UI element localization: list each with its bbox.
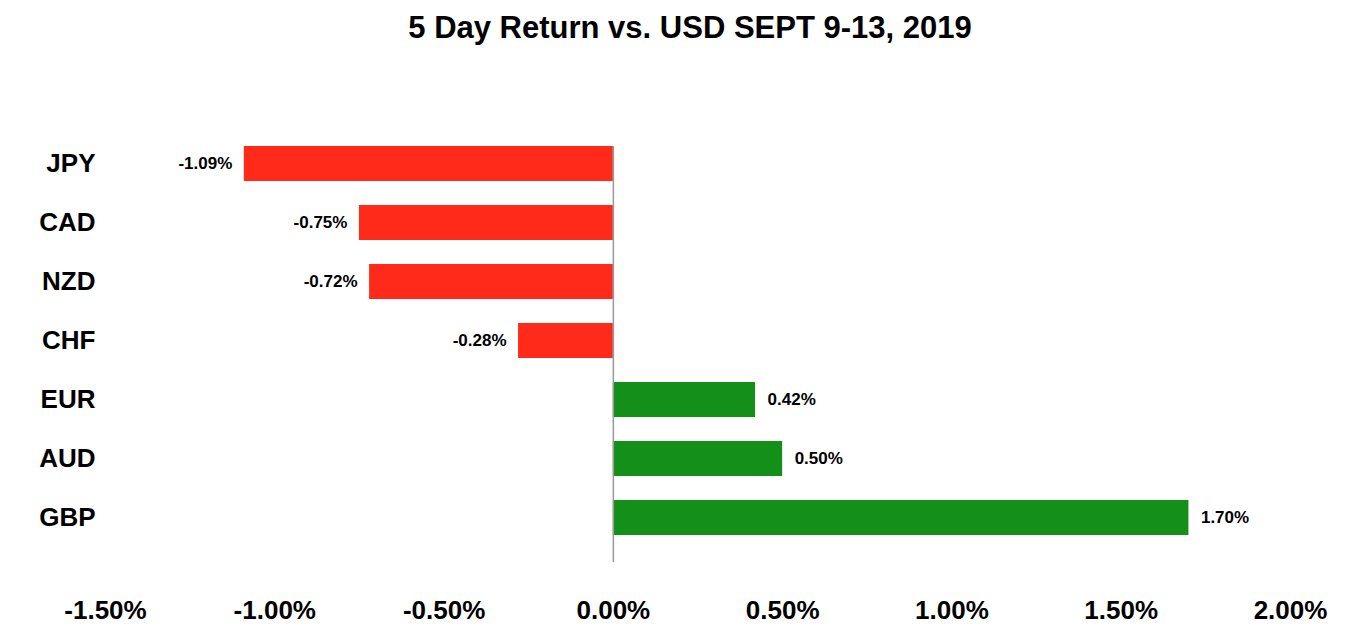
svg-text:CHF: CHF [42, 325, 95, 355]
svg-text:2.00%: 2.00% [1254, 595, 1328, 625]
html-text:5 Day Return vs. USD SEPT 9-13: 5 Day Return vs. USD SEPT 9-13, 2019 [408, 10, 972, 45]
svg-text:1.70%: 1.70% [1201, 508, 1249, 527]
svg-text:-0.28%: -0.28% [453, 331, 507, 350]
svg-text:0.50%: 0.50% [746, 595, 820, 625]
svg-text:1.00%: 1.00% [915, 595, 989, 625]
svg-text:0.00%: 0.00% [576, 595, 650, 625]
svg-text:JPY: JPY [46, 148, 95, 178]
svg-text:EUR: EUR [41, 384, 96, 414]
svg-text:AUD: AUD [39, 443, 95, 473]
svg-text:-1.09%: -1.09% [178, 154, 232, 173]
svg-text:-0.50%: -0.50% [403, 595, 485, 625]
svg-text:NZD: NZD [42, 266, 95, 296]
svg-text:-0.72%: -0.72% [304, 272, 358, 291]
svg-text:0.50%: 0.50% [795, 449, 843, 468]
svg-text:GBP: GBP [39, 502, 95, 532]
svg-text:-1.00%: -1.00% [234, 595, 316, 625]
svg-text:-1.50%: -1.50% [64, 595, 146, 625]
svg-text:1.50%: 1.50% [1084, 595, 1158, 625]
svg-text:0.42%: 0.42% [768, 390, 816, 409]
svg-text:CAD: CAD [39, 207, 95, 237]
svg-text:-0.75%: -0.75% [294, 213, 348, 232]
